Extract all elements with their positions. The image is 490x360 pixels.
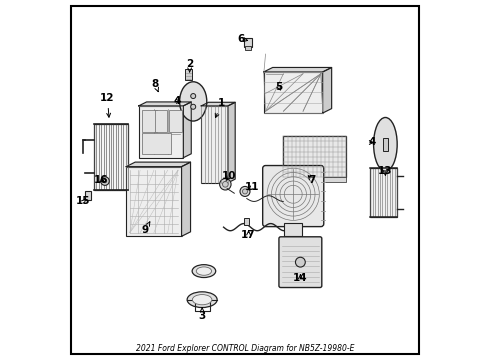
Circle shape <box>295 257 305 267</box>
Bar <box>142 134 172 154</box>
Text: 7: 7 <box>308 175 316 185</box>
Text: 4: 4 <box>368 138 375 148</box>
Bar <box>155 110 167 132</box>
Bar <box>85 191 92 200</box>
Circle shape <box>191 94 196 99</box>
Bar <box>285 177 346 181</box>
Polygon shape <box>139 102 191 106</box>
Text: 13: 13 <box>378 166 392 176</box>
Bar <box>94 124 128 190</box>
Bar <box>370 168 397 217</box>
Polygon shape <box>183 102 191 158</box>
Ellipse shape <box>373 117 397 171</box>
Text: 17: 17 <box>241 230 256 240</box>
Text: 6: 6 <box>237 34 247 44</box>
Bar <box>284 223 302 236</box>
Bar <box>245 46 251 50</box>
Ellipse shape <box>192 265 216 278</box>
Text: 1: 1 <box>215 98 225 117</box>
Polygon shape <box>228 102 235 183</box>
Circle shape <box>243 189 247 194</box>
Text: 8: 8 <box>151 78 159 92</box>
Text: 11: 11 <box>245 182 259 192</box>
Text: 16: 16 <box>94 175 109 185</box>
Circle shape <box>222 181 228 187</box>
Bar <box>283 136 346 177</box>
Bar <box>126 167 182 236</box>
Bar <box>142 110 157 132</box>
Text: 14: 14 <box>293 273 308 283</box>
Circle shape <box>240 186 250 197</box>
Text: 9: 9 <box>142 222 150 235</box>
Bar <box>383 138 388 151</box>
Circle shape <box>220 179 231 190</box>
Bar <box>244 218 249 225</box>
Circle shape <box>100 177 109 185</box>
Polygon shape <box>323 67 332 113</box>
Text: 15: 15 <box>76 197 91 206</box>
Text: 5: 5 <box>275 82 283 92</box>
Bar <box>245 38 252 47</box>
Polygon shape <box>126 162 191 167</box>
Circle shape <box>191 104 196 109</box>
Text: 2021 Ford Explorer CONTROL Diagram for NB5Z-19980-E: 2021 Ford Explorer CONTROL Diagram for N… <box>136 344 354 353</box>
Ellipse shape <box>180 82 207 121</box>
FancyBboxPatch shape <box>279 237 322 288</box>
Polygon shape <box>201 102 235 106</box>
Text: 10: 10 <box>221 171 236 181</box>
Ellipse shape <box>193 294 212 305</box>
Bar <box>185 69 192 80</box>
Polygon shape <box>264 67 332 72</box>
FancyBboxPatch shape <box>263 166 324 226</box>
Text: 2: 2 <box>186 59 193 72</box>
Bar <box>201 106 228 183</box>
Ellipse shape <box>196 267 212 275</box>
Ellipse shape <box>187 292 217 307</box>
Text: 4: 4 <box>173 96 181 107</box>
Bar <box>264 72 323 113</box>
Bar <box>139 106 183 158</box>
Polygon shape <box>182 162 191 236</box>
Text: 12: 12 <box>100 93 115 117</box>
Text: 3: 3 <box>198 308 206 321</box>
Circle shape <box>103 179 107 183</box>
Bar <box>169 110 182 132</box>
